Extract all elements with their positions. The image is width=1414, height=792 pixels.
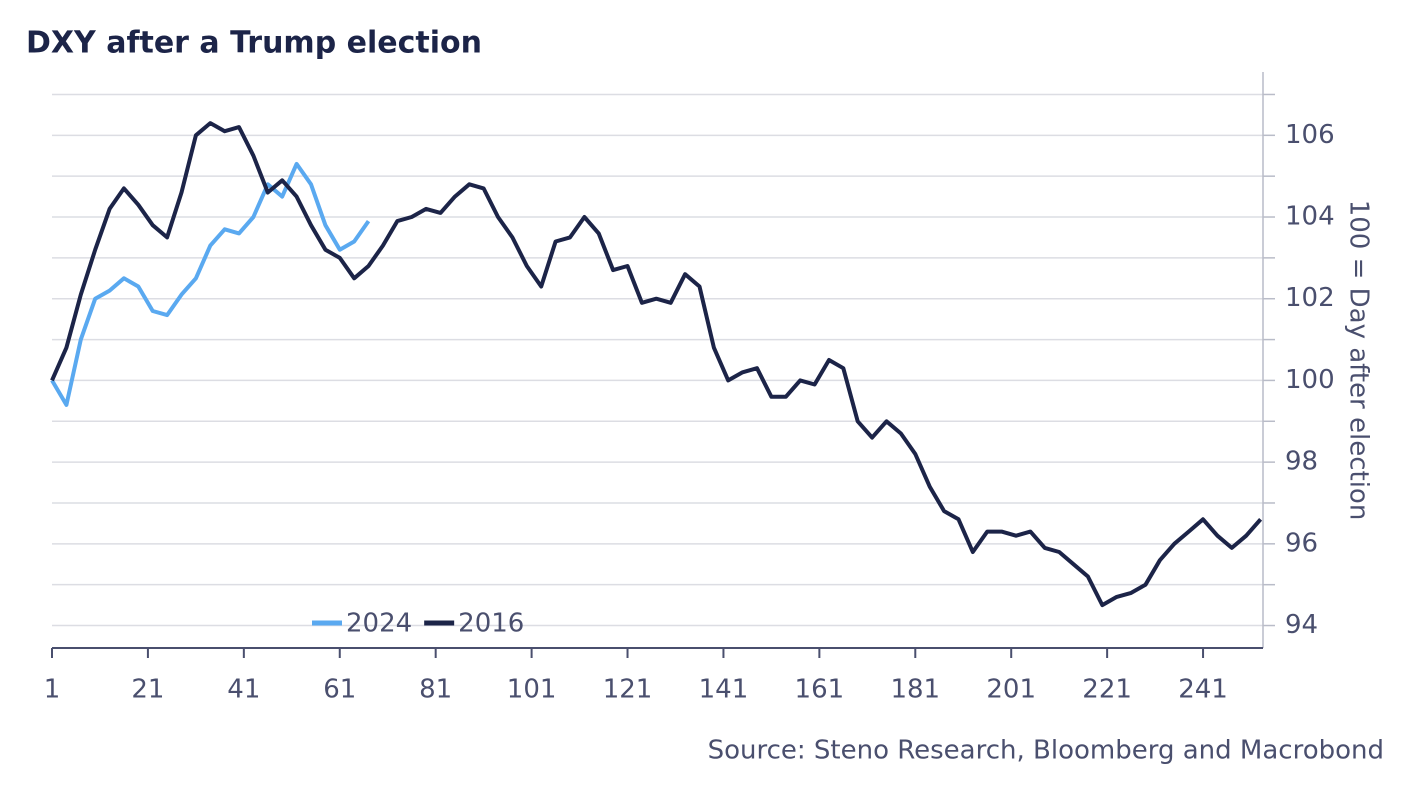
x-tick-label: 201 — [986, 675, 1036, 705]
x-tick-label: 41 — [227, 675, 260, 705]
y-tick-label: 98 — [1285, 447, 1318, 477]
y-tick-label: 96 — [1285, 528, 1318, 558]
y-tick-label: 100 — [1285, 365, 1335, 395]
y-tick-label: 106 — [1285, 120, 1335, 150]
chart-title: DXY after a Trump election — [26, 26, 482, 61]
x-tick-label: 161 — [795, 675, 845, 705]
x-tick-label: 181 — [890, 675, 940, 705]
y-tick-label: 102 — [1285, 283, 1335, 313]
y-axis-label: 100 = Day after election — [1344, 200, 1374, 521]
series-line — [50, 161, 371, 407]
y-tick-label: 94 — [1285, 610, 1318, 640]
x-tick-label: 81 — [419, 675, 452, 705]
legend-label: 2024 — [346, 609, 412, 639]
series-line — [50, 121, 1263, 608]
x-tick-label: 121 — [603, 675, 653, 705]
x-tick-label: 241 — [1178, 675, 1228, 705]
legend-label: 2016 — [458, 609, 524, 639]
x-tick-label: 21 — [131, 675, 164, 705]
source-note: Source: Steno Research, Bloomberg and Ma… — [708, 736, 1384, 766]
x-tick-label: 141 — [699, 675, 749, 705]
x-tick-label: 61 — [323, 675, 356, 705]
x-tick-label: 1 — [44, 675, 61, 705]
y-tick-label: 104 — [1285, 202, 1335, 232]
x-tick-label: 101 — [507, 675, 557, 705]
x-tick-label: 221 — [1082, 675, 1132, 705]
